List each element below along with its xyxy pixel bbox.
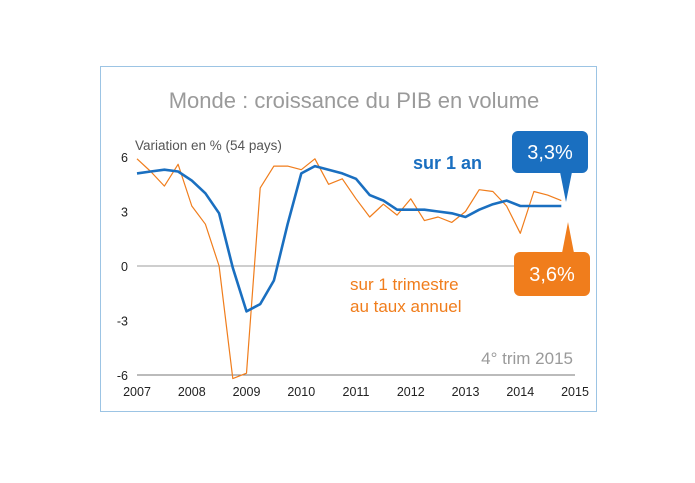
period-label: 4° trim 2015 bbox=[481, 349, 573, 368]
x-tick-label: 2013 bbox=[452, 385, 480, 399]
x-tick-labels: 2007 2008 2009 2010 2011 2012 2013 2014 2015 bbox=[123, 385, 589, 399]
y-tick-label: 6 bbox=[121, 151, 128, 165]
y-axis-label: Variation en % (54 pays) bbox=[135, 138, 282, 153]
y-tick-label: -6 bbox=[117, 369, 128, 383]
x-tick-label: 2011 bbox=[343, 385, 370, 399]
x-tick-label: 2014 bbox=[506, 385, 534, 399]
x-tick-label: 2015 bbox=[561, 385, 589, 399]
quarterly-value-text: 3,6% bbox=[529, 264, 575, 286]
series-label-annual: sur 1 an bbox=[413, 153, 482, 173]
quarterly-value-pointer bbox=[562, 222, 574, 253]
x-tick-label: 2012 bbox=[397, 385, 425, 399]
series-line-annual bbox=[136, 164, 562, 313]
y-tick-label: 3 bbox=[121, 206, 128, 220]
chart-title: Monde : croissance du PIB en volume bbox=[169, 88, 540, 113]
y-tick-labels: 6 3 0 -3 -6 bbox=[117, 151, 128, 383]
y-tick-label: -3 bbox=[117, 315, 128, 329]
series-label-quarterly-1: sur 1 trimestre bbox=[350, 275, 459, 294]
series-line-quarterly bbox=[136, 158, 562, 380]
series-lines bbox=[136, 158, 562, 380]
annual-value-pointer bbox=[560, 172, 572, 202]
x-tick-label: 2009 bbox=[233, 385, 261, 399]
x-tick-label: 2008 bbox=[178, 385, 206, 399]
x-tick-label: 2010 bbox=[287, 385, 315, 399]
quarterly-value-box bbox=[514, 252, 590, 296]
y-tick-label: 0 bbox=[121, 260, 128, 274]
series-label-quarterly-2: au taux annuel bbox=[350, 297, 462, 316]
chart-frame bbox=[100, 66, 597, 412]
annual-value-text: 3,3% bbox=[527, 142, 573, 164]
x-tick-label: 2007 bbox=[123, 385, 151, 399]
annual-value-box bbox=[512, 131, 588, 173]
